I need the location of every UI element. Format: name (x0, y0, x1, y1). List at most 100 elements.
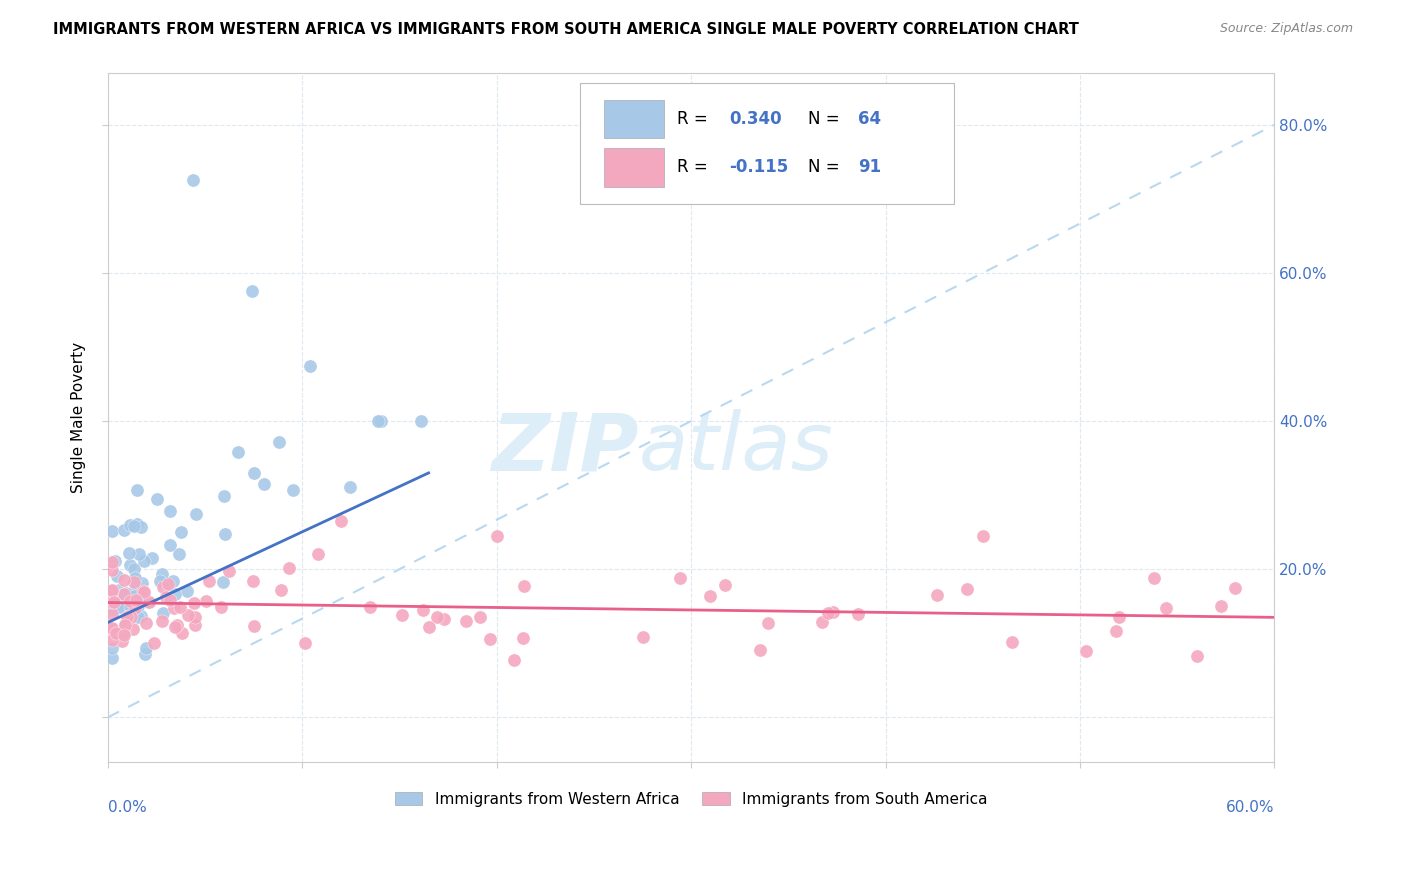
Point (129, 520, 152, 534)
Text: Source: ZipAtlas.com: Source: ZipAtlas.com (1219, 22, 1353, 36)
Text: 0.340: 0.340 (730, 110, 782, 128)
Point (149, 574, 172, 588)
Point (125, 516, 148, 531)
Point (176, 584, 198, 599)
Point (169, 600, 191, 615)
Point (143, 636, 166, 650)
FancyBboxPatch shape (603, 148, 664, 186)
Point (925, 588, 948, 602)
Point (242, 466, 264, 480)
Point (124, 601, 146, 615)
Point (138, 594, 160, 608)
Point (117, 608, 139, 623)
Point (125, 483, 148, 498)
Point (108, 600, 131, 615)
Point (159, 593, 181, 607)
Point (485, 529, 508, 543)
Text: atlas: atlas (638, 409, 834, 487)
Point (110, 595, 132, 609)
Point (186, 508, 208, 522)
Point (159, 538, 181, 552)
Point (1185, 648, 1208, 663)
Text: N =: N = (807, 110, 845, 128)
Point (111, 633, 134, 648)
Point (159, 504, 181, 518)
Point (115, 586, 138, 600)
Point (101, 633, 124, 648)
Point (172, 626, 194, 640)
Point (513, 578, 536, 592)
Point (165, 620, 187, 634)
Point (170, 524, 193, 539)
Point (131, 608, 153, 623)
Point (112, 587, 135, 601)
Legend: Immigrants from Western Africa, Immigrants from South America: Immigrants from Western Africa, Immigran… (388, 785, 994, 813)
Point (132, 590, 155, 604)
Point (810, 615, 832, 629)
Point (145, 491, 167, 506)
Point (115, 610, 138, 624)
Point (134, 648, 156, 662)
Point (100, 524, 122, 538)
Point (120, 609, 142, 624)
Text: ZIP: ZIP (491, 409, 638, 487)
Point (367, 414, 389, 428)
Point (479, 632, 502, 646)
Point (330, 514, 353, 528)
Point (209, 599, 232, 614)
Text: R =: R = (678, 159, 713, 177)
Point (114, 616, 136, 631)
Point (111, 600, 134, 615)
Point (114, 617, 136, 632)
Point (1156, 600, 1178, 615)
FancyBboxPatch shape (603, 100, 664, 138)
Text: 64: 64 (858, 110, 882, 128)
Point (135, 641, 157, 656)
Point (100, 563, 122, 577)
Point (100, 583, 122, 598)
Point (243, 619, 266, 633)
Point (412, 603, 434, 617)
Point (278, 561, 301, 575)
Point (124, 519, 146, 533)
Point (125, 580, 148, 594)
Point (127, 599, 149, 613)
Point (124, 571, 146, 585)
Point (112, 523, 135, 537)
Point (100, 555, 122, 569)
Text: -0.115: -0.115 (730, 159, 789, 177)
Point (426, 610, 449, 624)
Point (1108, 610, 1130, 624)
Point (512, 632, 534, 646)
Point (150, 566, 173, 581)
Point (226, 445, 249, 459)
Point (152, 607, 174, 621)
Point (100, 601, 122, 615)
Point (165, 587, 187, 601)
Y-axis label: Single Male Poverty: Single Male Poverty (72, 342, 86, 493)
Point (749, 642, 772, 657)
Point (150, 614, 173, 628)
Point (104, 554, 127, 568)
Text: IMMIGRANTS FROM WESTERN AFRICA VS IMMIGRANTS FROM SOUTH AMERICA SINGLE MALE POVE: IMMIGRANTS FROM WESTERN AFRICA VS IMMIGR… (53, 22, 1080, 37)
Point (214, 489, 236, 503)
Point (132, 583, 155, 598)
Point (756, 616, 779, 631)
Point (120, 591, 142, 606)
Point (118, 546, 141, 560)
Point (294, 636, 316, 650)
Point (456, 614, 478, 628)
Point (411, 414, 433, 428)
Point (1074, 644, 1097, 658)
Point (141, 551, 163, 566)
Point (359, 599, 381, 614)
Point (184, 618, 207, 632)
Point (418, 620, 440, 634)
Point (162, 574, 184, 588)
Point (212, 575, 235, 590)
Point (307, 548, 329, 562)
Point (177, 608, 200, 623)
Point (138, 594, 160, 608)
Text: 91: 91 (858, 159, 882, 177)
Point (100, 651, 122, 665)
